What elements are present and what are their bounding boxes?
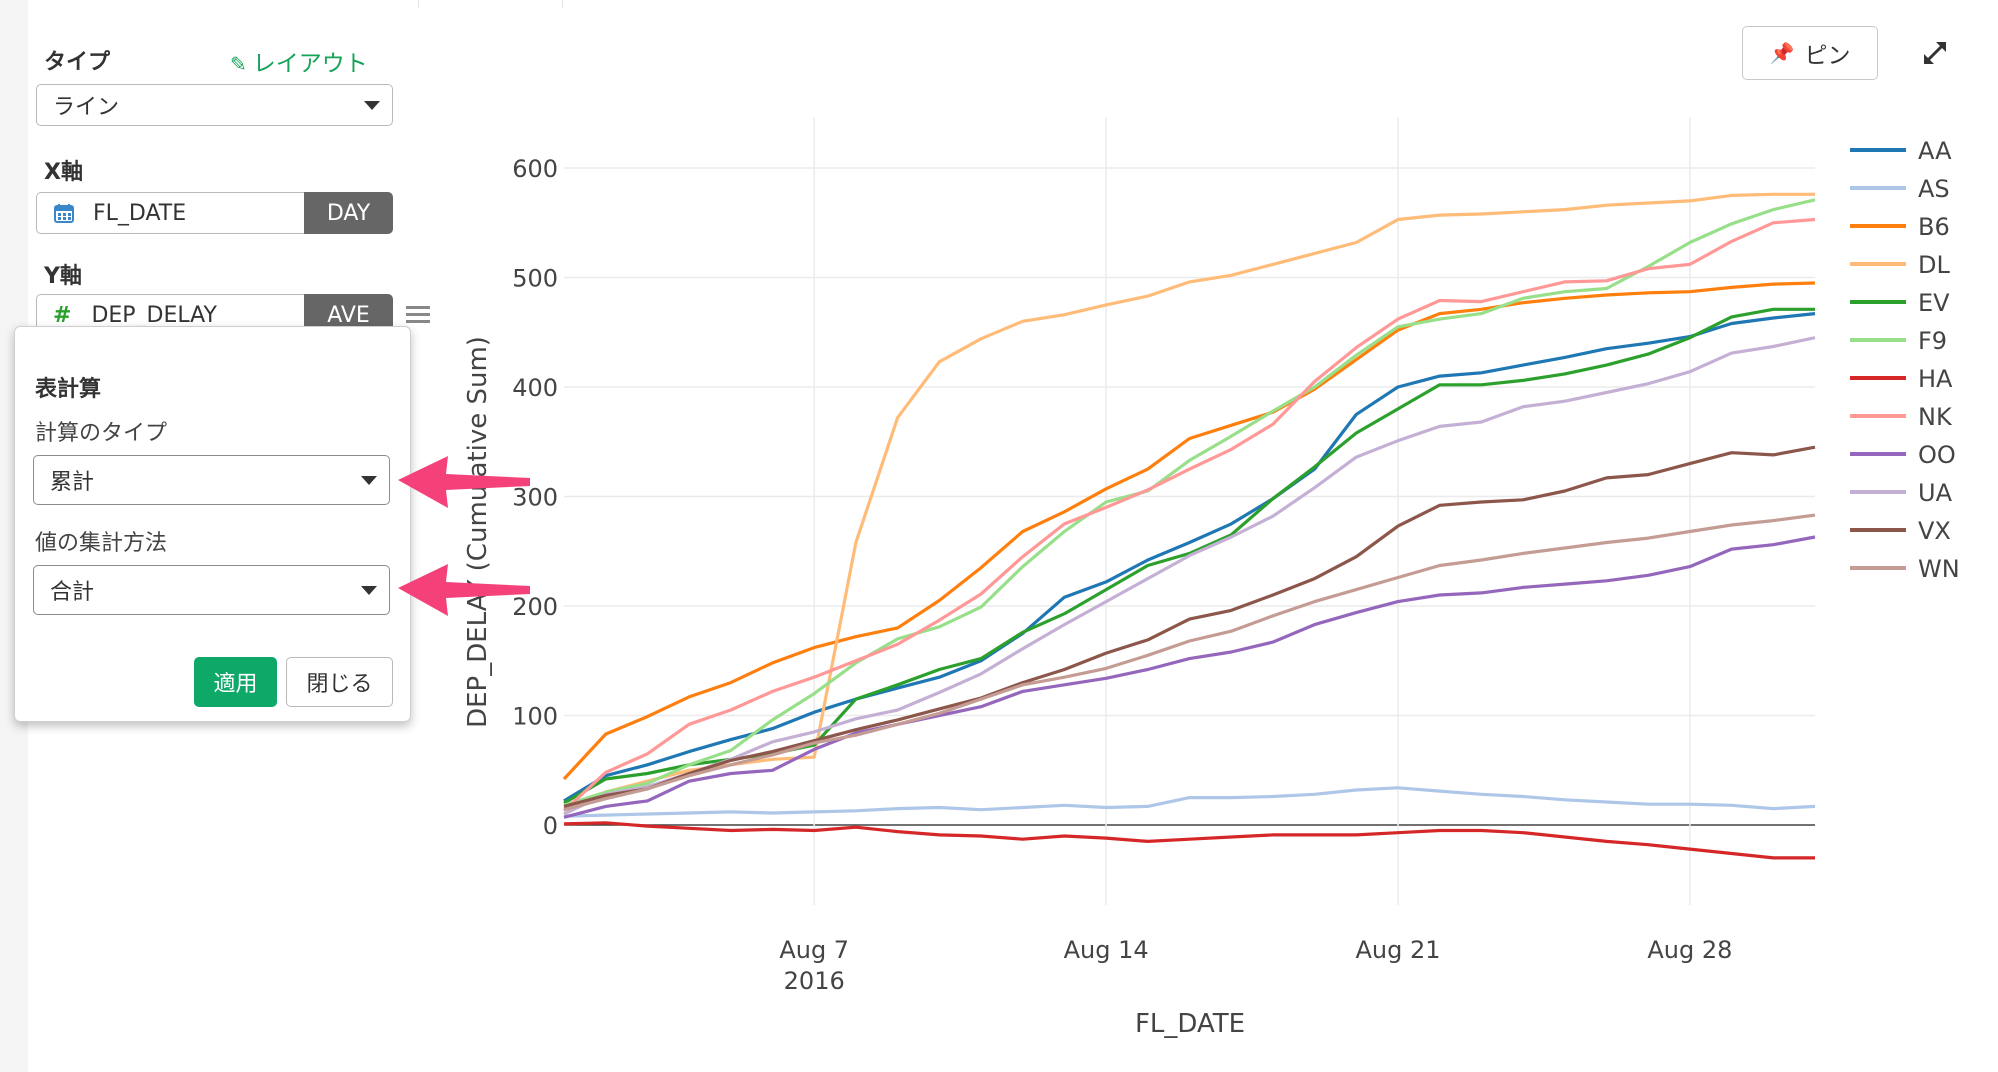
x-tick-label: Aug 14: [1064, 936, 1149, 964]
series-line-ua: [563, 336, 1816, 816]
y-tick-label: 400: [512, 374, 558, 402]
x-axis-ticks: Aug 7 2016 Aug 14 Aug 21 Aug 28: [779, 936, 1732, 995]
chevron-down-icon: [364, 101, 380, 110]
apply-button[interactable]: 適用: [194, 657, 277, 707]
y-tick-label: 200: [512, 593, 558, 621]
x-tick-label: Aug 21: [1355, 936, 1440, 964]
x-tick-label: Aug 28: [1647, 936, 1732, 964]
arrow-icon: [398, 456, 530, 508]
expand-icon[interactable]: [1918, 36, 1952, 70]
legend-label: EV: [1918, 289, 1950, 317]
legend-label: WN: [1918, 555, 1960, 583]
y-tick-label: 300: [512, 484, 558, 512]
pin-icon: 📌: [1769, 41, 1795, 65]
calc-type-value: 累計: [50, 470, 95, 495]
series-line-aa: [563, 312, 1816, 803]
legend-label: F9: [1918, 327, 1947, 355]
legend-label: AS: [1918, 175, 1950, 203]
agg-method-value: 合計: [50, 580, 95, 605]
chart-type-value: ライン: [53, 95, 120, 120]
chart-legend[interactable]: AA AS B6 DL EV F9 HA NK OO UA VX WN: [1850, 137, 1960, 583]
series-line-as: [563, 786, 1816, 818]
calc-type-select[interactable]: 累計: [33, 455, 390, 505]
type-label: タイプ: [44, 50, 111, 75]
legend-item-aa[interactable]: AA: [1850, 137, 1952, 165]
y-axis-title: DEP_DELAY (Cumulative Sum): [463, 336, 493, 728]
layout-link[interactable]: ✎ レイアウト: [230, 44, 368, 78]
legend-item-f9[interactable]: F9: [1850, 327, 1947, 355]
chart-grid: [564, 118, 1815, 905]
y-axis-label: Y軸: [44, 264, 82, 289]
pin-button[interactable]: 📌 ピン: [1742, 26, 1878, 80]
legend-item-ev[interactable]: EV: [1850, 289, 1950, 317]
layout-link-label: レイアウト: [252, 51, 368, 77]
x-field-name: FL_DATE: [93, 200, 187, 226]
x-tick-sublabel: 2016: [784, 967, 845, 995]
legend-label: VX: [1918, 517, 1951, 545]
x-unit-button[interactable]: DAY: [304, 192, 393, 234]
popup-title: 表計算: [35, 377, 102, 402]
legend-label: DL: [1918, 251, 1950, 279]
chart-type-select[interactable]: ライン: [36, 84, 393, 126]
x-axis-field[interactable]: FL_DATE DAY: [36, 192, 393, 234]
legend-label: NK: [1918, 403, 1953, 431]
series-line-b6: [562, 281, 1816, 781]
legend-item-dl[interactable]: DL: [1850, 251, 1950, 279]
chart-series-lines: [562, 192, 1816, 860]
legend-item-oo[interactable]: OO: [1850, 441, 1956, 469]
legend-item-vx[interactable]: VX: [1850, 517, 1951, 545]
series-line-f9: [563, 198, 1816, 807]
y-tick-label: 600: [512, 155, 558, 183]
y-field-name: DEP_DELAY: [91, 302, 217, 328]
legend-label: OO: [1918, 441, 1956, 469]
legend-item-ua[interactable]: UA: [1850, 479, 1953, 507]
series-line-dl: [563, 192, 1815, 811]
x-axis-title: FL_DATE: [1135, 1009, 1245, 1039]
x-field-box[interactable]: FL_DATE: [36, 192, 304, 234]
legend-item-b6[interactable]: B6: [1850, 213, 1950, 241]
pin-label: ピン: [1804, 43, 1851, 69]
menu-icon[interactable]: [406, 302, 430, 327]
arrow-icon: [398, 564, 530, 616]
calendar-icon: [54, 204, 74, 223]
close-button[interactable]: 閉じる: [286, 657, 393, 707]
y-tick-label: 100: [512, 703, 558, 731]
legend-item-as[interactable]: AS: [1850, 175, 1950, 203]
chevron-down-icon: [361, 586, 377, 595]
chevron-down-icon: [361, 476, 377, 485]
table-calculation-popup: 表計算 計算のタイプ 累計 値の集計方法 合計 適用 閉じる: [14, 326, 411, 722]
calc-type-label: 計算のタイプ: [35, 421, 168, 446]
legend-label: AA: [1918, 137, 1952, 165]
series-line-nk: [562, 217, 1816, 812]
x-tick-label: Aug 7: [779, 936, 849, 964]
legend-label: B6: [1918, 213, 1950, 241]
tab-divider: [418, 0, 563, 8]
x-axis-label: X軸: [44, 160, 83, 185]
series-line-vx: [563, 445, 1816, 808]
y-tick-label: 0: [543, 812, 558, 840]
y-axis-ticks: 0 100 200 300 400 500 600: [512, 155, 558, 840]
legend-label: UA: [1918, 479, 1953, 507]
y-tick-label: 500: [512, 265, 558, 293]
legend-item-ha[interactable]: HA: [1850, 365, 1953, 393]
agg-method-label: 値の集計方法: [35, 531, 168, 556]
agg-method-select[interactable]: 合計: [33, 565, 390, 615]
pencil-icon: ✎: [230, 52, 247, 76]
series-line-wn: [563, 513, 1816, 812]
series-line-oo: [563, 535, 1816, 819]
legend-label: HA: [1918, 365, 1953, 393]
series-line-ha: [563, 821, 1815, 860]
numeric-hash-icon: #: [53, 302, 72, 328]
legend-item-nk[interactable]: NK: [1850, 403, 1953, 431]
legend-item-wn[interactable]: WN: [1850, 555, 1960, 583]
